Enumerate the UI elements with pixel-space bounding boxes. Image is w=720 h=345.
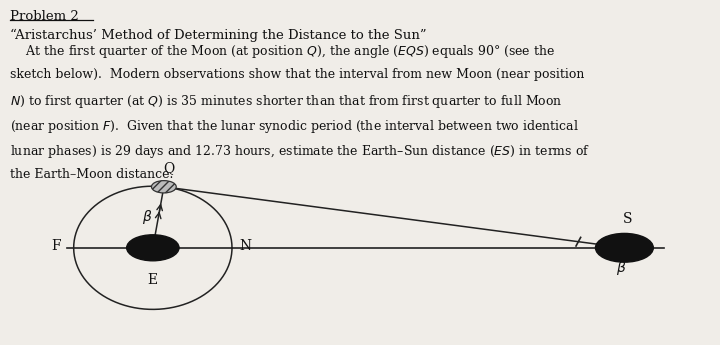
Text: sketch below).  Modern observations show that the interval from new Moon (near p: sketch below). Modern observations show … — [9, 68, 584, 81]
Text: At the first quarter of the Moon (at position $Q$), the angle ($EQS$) equals 90°: At the first quarter of the Moon (at pos… — [9, 43, 555, 60]
Text: $N$) to first quarter (at $Q$) is 35 minutes shorter than that from first quarte: $N$) to first quarter (at $Q$) is 35 min… — [9, 93, 562, 110]
Circle shape — [151, 181, 176, 193]
Circle shape — [127, 235, 179, 261]
Text: S: S — [623, 211, 633, 226]
Text: “Aristarchus’ Method of Determining the Distance to the Sun”: “Aristarchus’ Method of Determining the … — [9, 29, 426, 42]
Text: N: N — [239, 239, 251, 253]
Text: F: F — [52, 239, 61, 253]
Text: E: E — [148, 274, 158, 287]
Text: Q: Q — [163, 161, 175, 175]
Text: (near position $F$).  Given that the lunar synodic period (the interval between : (near position $F$). Given that the luna… — [9, 118, 579, 135]
Text: the Earth–Moon distance.: the Earth–Moon distance. — [9, 168, 173, 181]
Text: Problem 2: Problem 2 — [9, 10, 78, 23]
Text: $\beta$: $\beta$ — [142, 208, 153, 226]
Circle shape — [595, 234, 653, 262]
Text: $\beta$: $\beta$ — [616, 259, 626, 277]
Text: lunar phases) is 29 days and 12.73 hours, estimate the Earth–Sun distance ($ES$): lunar phases) is 29 days and 12.73 hours… — [9, 143, 590, 160]
